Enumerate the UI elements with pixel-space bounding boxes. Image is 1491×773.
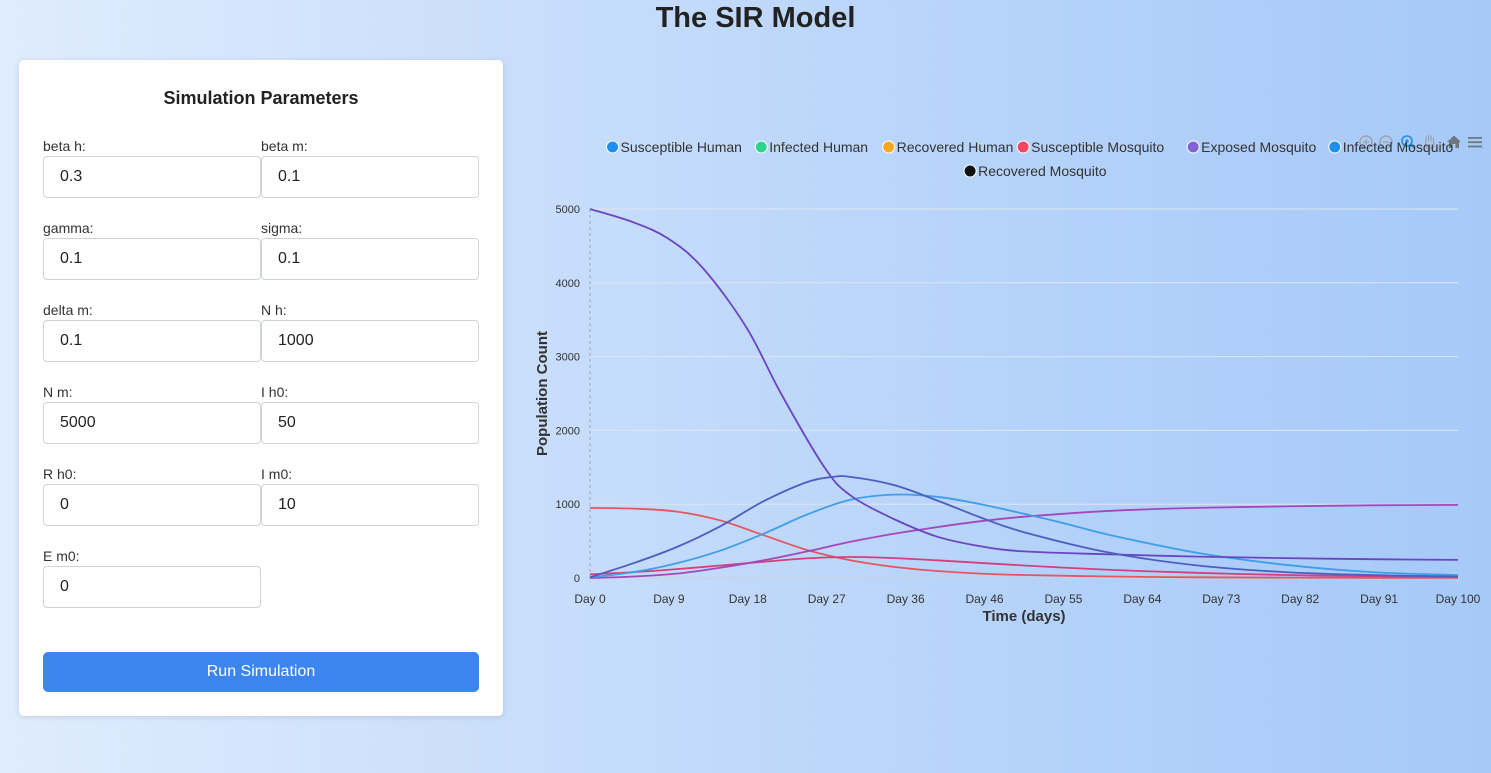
field-i-m0: I m0: (261, 466, 479, 526)
e-m0-input[interactable] (43, 566, 261, 608)
page-title: The SIR Model (655, 2, 856, 34)
x-tick-label: Day 27 (808, 592, 846, 606)
x-tick-label: Day 82 (1281, 592, 1319, 606)
field-label: R h0: (43, 466, 77, 482)
x-tick-label: Day 36 (887, 592, 925, 606)
y-tick-label: 5000 (556, 204, 580, 216)
series-line-exposed-mosquito (589, 208, 1459, 561)
n-m-input[interactable] (43, 402, 261, 444)
menu-icon[interactable] (1466, 133, 1484, 151)
field-beta-m: beta m: (261, 138, 479, 198)
series-line-susceptible-human (589, 507, 1459, 579)
r-h0-input[interactable] (43, 484, 261, 526)
y-tick-label: 1000 (556, 499, 580, 511)
legend-marker-susceptible-human (606, 140, 620, 154)
x-tick-label: Day 0 (574, 592, 606, 606)
i-h0-input[interactable] (261, 402, 479, 444)
legend-marker-recovered-mosquito (963, 164, 977, 178)
field-beta-h: beta h: (43, 138, 261, 198)
field-sigma: sigma: (261, 220, 479, 280)
legend-label-infected-mosquito: Infected Mosquito (1343, 139, 1454, 155)
field-label: beta h: (43, 138, 86, 154)
x-tick-label: Day 73 (1202, 592, 1240, 606)
y-tick-label: 2000 (556, 425, 580, 437)
legend-marker-recovered-human (882, 140, 896, 154)
zoom-out-icon[interactable] (1378, 133, 1394, 151)
home-reset-icon[interactable] (1445, 133, 1463, 151)
x-axis-title: Time (days) (982, 608, 1065, 625)
i-m0-input[interactable] (261, 484, 479, 526)
field-i-h0: I h0: (261, 384, 479, 444)
x-tick-label: Day 55 (1044, 592, 1082, 606)
x-tick-label: Day 18 (729, 592, 767, 606)
y-axis-title: Population Count (534, 331, 551, 456)
legend-marker-infected-mosquito (1328, 140, 1342, 154)
field-delta-m: delta m: (43, 302, 261, 362)
line-chart: 0 1000 2000 3000 4000 5000 Day 0 Day 9 Day 18 Day… (534, 139, 1481, 625)
field-gamma: gamma: (43, 220, 261, 280)
x-tick-label: Day 91 (1360, 592, 1398, 606)
n-h-input[interactable] (261, 320, 479, 362)
field-label: N h: (261, 302, 287, 318)
beta-h-input[interactable] (43, 156, 261, 198)
selection-zoom-icon[interactable] (1400, 133, 1416, 151)
panel-title: Simulation Parameters (163, 88, 359, 108)
legend-label-exposed-mosquito: Exposed Mosquito (1201, 139, 1316, 155)
legend-label-recovered-mosquito: Recovered Mosquito (978, 163, 1107, 179)
field-label: beta m: (261, 138, 308, 154)
field-label: I m0: (261, 466, 293, 482)
y-tick-label: 3000 (556, 352, 580, 364)
legend-label-susceptible-human: Susceptible Human (621, 139, 742, 155)
y-tick-label: 0 (574, 573, 580, 585)
field-label: I h0: (261, 384, 289, 400)
legend-marker-exposed-mosquito (1186, 140, 1200, 154)
field-label: sigma: (261, 220, 303, 236)
parameters-panel: Simulation Parameters beta h: beta m: ga… (19, 60, 503, 716)
series-line-infected-mosquito (589, 475, 1459, 579)
field-label: E m0: (43, 548, 80, 564)
series-line-recovered-human (589, 504, 1459, 579)
x-tick-label: Day 64 (1123, 592, 1161, 606)
series-line-infected-human (589, 556, 1459, 578)
field-label: gamma: (43, 220, 94, 236)
x-tick-label: Day 46 (966, 592, 1004, 606)
run-simulation-button[interactable]: Run Simulation (43, 652, 479, 692)
field-label: N m: (43, 384, 73, 400)
y-tick-label: 4000 (556, 278, 580, 290)
x-tick-label: Day 9 (653, 592, 685, 606)
field-r-h0: R h0: (43, 466, 261, 526)
field-label: delta m: (43, 302, 93, 318)
field-n-m: N m: (43, 384, 261, 444)
field-n-h: N h: (261, 302, 479, 362)
beta-m-input[interactable] (261, 156, 479, 198)
legend-label-susceptible-mosquito: Susceptible Mosquito (1031, 139, 1164, 155)
field-e-m0: E m0: (43, 548, 261, 608)
legend-label-recovered-human: Recovered Human (897, 139, 1014, 155)
gamma-input[interactable] (43, 238, 261, 280)
x-tick-label: Day 100 (1436, 592, 1481, 606)
sigma-input[interactable] (261, 238, 479, 280)
pan-hand-icon[interactable] (1422, 133, 1438, 151)
series-line-susceptible-mosquito (589, 493, 1459, 579)
legend-marker-infected-human (754, 140, 768, 154)
legend-label-infected-human: Infected Human (769, 139, 868, 155)
zoom-in-icon[interactable] (1358, 133, 1374, 151)
delta-m-input[interactable] (43, 320, 261, 362)
legend-marker-susceptible-mosquito (1016, 140, 1030, 154)
